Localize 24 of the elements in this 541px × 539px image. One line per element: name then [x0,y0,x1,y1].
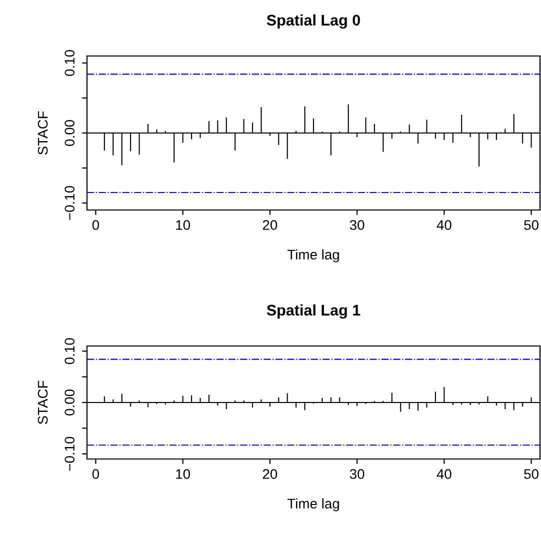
x-tick-label: 40 [436,469,452,479]
x-tick-label: 20 [262,469,278,479]
x-tick-label: 0 [92,220,100,230]
x-tick-label: 0 [92,469,100,479]
x-tick-label: 10 [176,469,190,479]
x-tick-label: 40 [436,220,452,230]
chart-title: Spatial Lag 0 [266,14,360,29]
y-tick-label: 0.00 [64,120,75,146]
x-tick-label: 50 [524,469,538,479]
y-tick-label: 0.10 [64,50,75,76]
x-axis-title: Time lag [287,249,339,262]
y-axis-title: STACF [38,380,48,424]
x-axis-title: Time lag [287,498,339,512]
x-tick-label: 30 [350,220,364,230]
chart-title: Spatial Lag 1 [266,304,360,319]
y-tick-label: −0.10 [64,436,75,471]
y-tick-label: 0.00 [64,390,75,416]
y-tick-label: 0.10 [64,338,75,364]
y-axis-title: STACF [38,111,48,155]
y-tick-label: −0.10 [64,186,75,220]
x-tick-label: 20 [262,220,278,230]
x-tick-label: 30 [350,469,364,479]
x-tick-label: 10 [176,220,190,230]
x-tick-label: 50 [524,220,538,230]
